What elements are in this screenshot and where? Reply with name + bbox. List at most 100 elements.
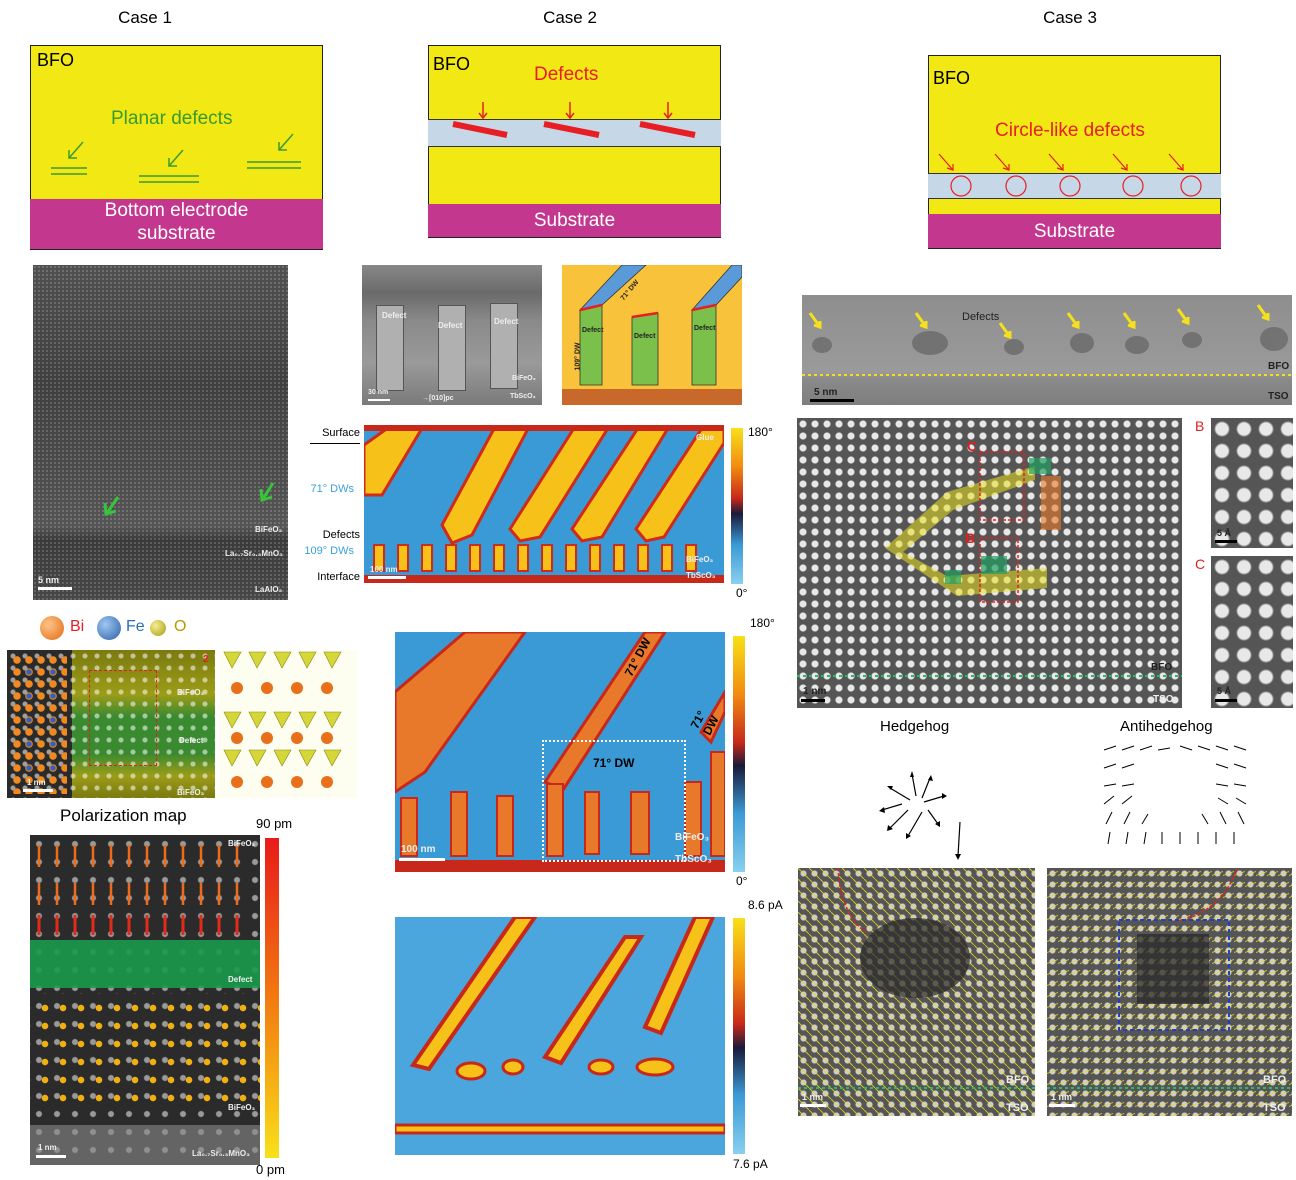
substrate-layer: Substrate (428, 204, 721, 237)
conductive-afm-map (395, 917, 725, 1155)
case3-tem-image: Defects BFO TSO 5 nm (802, 295, 1292, 405)
pfm-phase-map-1: Glue BiFeO₃ TbScO₃ 100 nm (364, 425, 724, 583)
defect-label: Defect (228, 975, 253, 984)
scale-label: 30 nm (368, 389, 389, 396)
scale-label: 5 Å (1217, 686, 1232, 696)
glue-label: Glue (696, 433, 714, 442)
tso-label: TSO (1006, 1102, 1029, 1114)
crystal-model (219, 650, 357, 798)
colorbar-max: 180° (750, 616, 775, 630)
hedgehog-diagram (879, 771, 961, 860)
case1-heading: Case 1 (118, 8, 172, 27)
green-arrows (103, 482, 275, 516)
scale-bar (38, 587, 72, 590)
circle-defect-markers (938, 153, 1202, 197)
antihedgehog-overlay (1047, 868, 1292, 1089)
region-b-label: B (965, 530, 976, 546)
o-atom-icon (150, 620, 166, 636)
bifeo3-mid-label: BiFeO₃ (228, 1103, 256, 1112)
region-c-label: C (967, 438, 978, 454)
dw109-label: 109° DW (574, 342, 582, 371)
defect-arrows (802, 304, 1292, 376)
scale-bar (1215, 540, 1237, 543)
dw-label-c: 71° DW (593, 756, 635, 770)
defect-band (30, 940, 260, 988)
bfo-label: BFO (1006, 1074, 1030, 1086)
dws71-label: 71° DWs (310, 483, 354, 495)
phase-domains (395, 632, 725, 872)
case3-heading: Case 3 (1043, 8, 1097, 27)
case1-schematic: BFO Planar defects Bottom electrode subst… (30, 45, 323, 250)
defect-label-3: Defect (694, 325, 716, 332)
polarization-dots (30, 993, 260, 1103)
scale-label: 1 nm (802, 1092, 824, 1102)
o-label: O (174, 618, 187, 635)
scale-bar (800, 1104, 826, 1107)
tbsco3-label: TbScO₃ (686, 571, 716, 580)
scale-label: 1 nm (1051, 1092, 1073, 1102)
scale-bar (368, 576, 406, 579)
fe-atom-icon (97, 616, 121, 640)
bifeo3-label: BiFeO₃ (255, 525, 283, 534)
colorbar-min: 0° (736, 586, 748, 600)
case3-haadf-image: C B BFO TSO 1 nm (797, 418, 1182, 708)
interface-label: Interface (317, 571, 360, 583)
bfo-label: BFO (933, 68, 971, 88)
bi-label: Bi (70, 618, 85, 635)
case3-schematic: BFO Circle-like defects Substrate (928, 55, 1221, 249)
defects-label: Defects (962, 311, 1000, 323)
scale-label: 1 nm (38, 1143, 57, 1152)
polarization-arrows-top (37, 845, 239, 935)
defect-label-3: Defect (494, 317, 519, 326)
dws109-label: 109° DWs (304, 545, 354, 557)
inset-b-label: B (1195, 418, 1205, 434)
defect-label-1: Defect (582, 327, 604, 334)
bfo-label: BFO (1263, 1074, 1287, 1086)
colorbar-min: 0 pm (256, 1162, 285, 1177)
hedgehog-vector-map: BFO TSO 1 nm (798, 868, 1035, 1116)
domain-wall-model (562, 265, 742, 405)
colorbar-max: 180° (748, 425, 773, 439)
colorbar-max: 90 pm (256, 816, 293, 831)
bfo-label: BFO (433, 54, 471, 74)
cafm-colorbar (733, 918, 745, 1154)
bfo-label: BFO (1268, 361, 1290, 372)
defect-label-2: Defect (634, 333, 656, 340)
bfo-label: BFO (37, 50, 75, 70)
zoom-box (542, 740, 686, 862)
bi-atom-icon (40, 616, 64, 640)
defect-band (928, 173, 1221, 199)
bifeo3-bottom-label: BiFeO₃ (177, 788, 205, 797)
current-domains (395, 917, 725, 1135)
bifeo3-label: BiFeO₃ (512, 375, 536, 382)
colorbar-min: 0° (736, 874, 748, 888)
lao-label: LaAlO₃ (255, 585, 283, 594)
pfm1-side-labels: Surface 71° DWs Defects 109° DWs Interfa… (298, 425, 360, 583)
scale-bar (801, 699, 825, 702)
inset-b-image: 5 Å (1211, 418, 1293, 548)
tbsco3-label: TbScO₃ (675, 854, 712, 865)
polarization-map: BiFeO₃ Defect BiFeO₃ La₀.₇Sr₀.₃MnO₃ 1 nm (30, 835, 260, 1165)
antihedgehog-vector-map: BFO TSO 1 nm (1047, 868, 1292, 1116)
scale-label: 5 Å (1217, 528, 1232, 538)
case2-domain-model: Defect Defect Defect 71° DW 109° DW (562, 265, 742, 405)
panel-number: 2 (203, 654, 209, 665)
scale-bar (36, 1155, 66, 1158)
direction-label: →[010]pc (422, 395, 454, 402)
bfo-label: BFO (1151, 662, 1173, 673)
pfm1-colorbar (731, 428, 743, 584)
scale-bar (810, 399, 854, 402)
substrate-layer: Substrate (928, 214, 1221, 248)
defects-label: Defects (534, 64, 599, 85)
scale-bar (399, 858, 445, 861)
case1-atomic-image: 2 BiFeO₃ Defect BiFeO₃ 1 nm (7, 650, 215, 798)
defect-label-2: Defect (438, 321, 463, 330)
surface-label: Surface (322, 427, 360, 439)
phase-domains (364, 425, 724, 583)
tso-label: TSO (1268, 391, 1289, 402)
scale-bar (1215, 699, 1237, 702)
case2-schematic: BFO Defects Substrate (428, 45, 721, 238)
defects-label: Defects (322, 529, 360, 541)
scale-label: 5 nm (38, 575, 60, 585)
circle-defects-label: Circle-like defects (995, 120, 1145, 141)
